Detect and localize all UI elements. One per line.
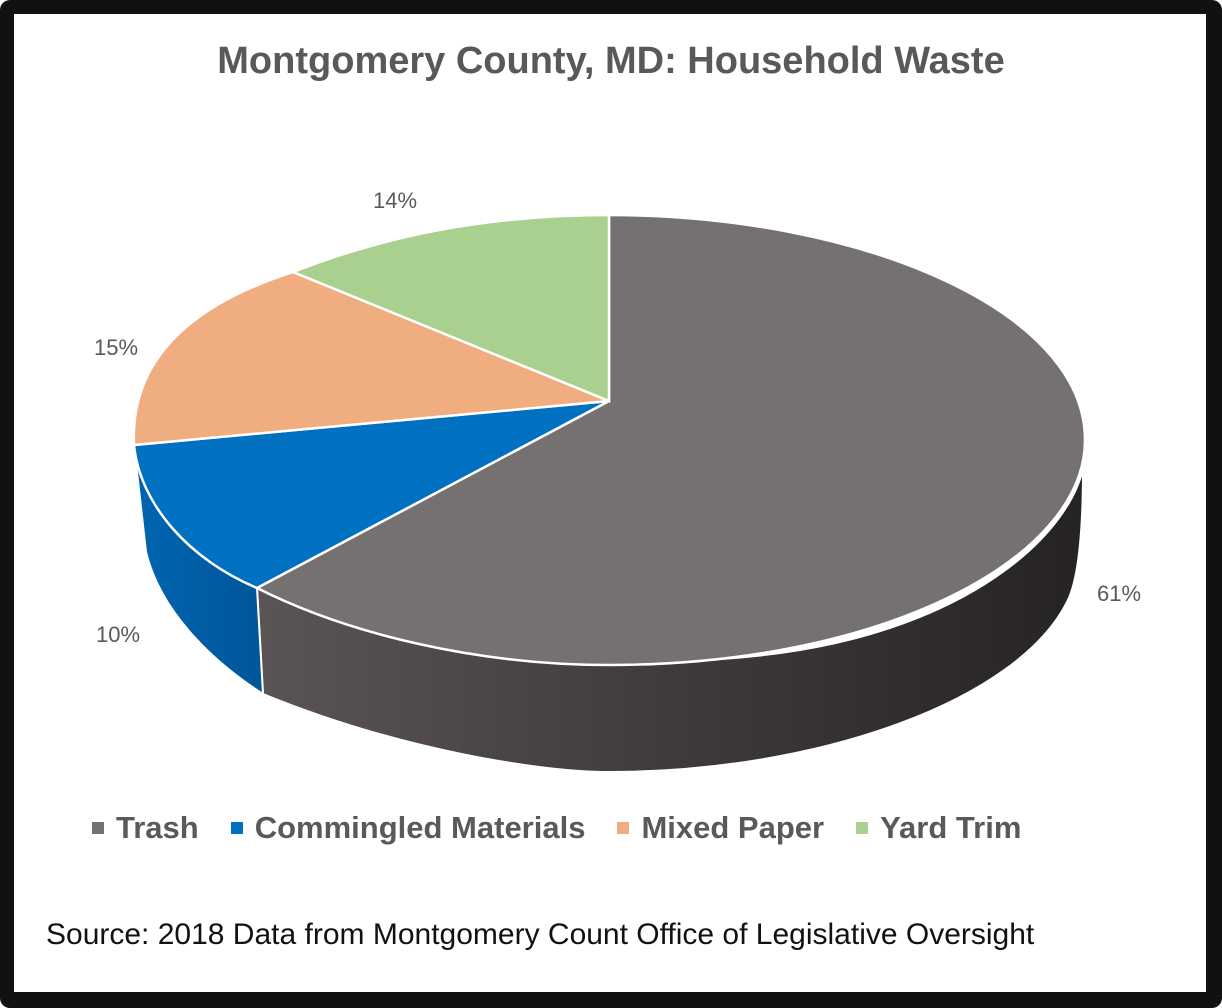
legend-item-commingled: Commingled Materials — [230, 810, 586, 846]
legend-item-paper: Mixed Paper — [617, 810, 824, 846]
data-label-yard: 14% — [373, 188, 418, 213]
chart-legend: Trash Commingled Materials Mixed Paper Y… — [92, 810, 1053, 846]
data-label-commingled: 10% — [96, 622, 141, 647]
legend-label: Commingled Materials — [254, 810, 586, 845]
legend-label: Yard Trim — [880, 810, 1022, 845]
legend-swatch-icon — [92, 822, 104, 834]
data-label-trash: 61% — [1097, 581, 1142, 606]
legend-swatch-icon — [856, 822, 869, 834]
slice-yard — [289, 213, 611, 403]
slice-paper — [132, 270, 610, 447]
slice-commingled — [132, 399, 610, 590]
source-note: Source: 2018 Data from Montgomery Count … — [46, 918, 1035, 951]
legend-item-trash: Trash — [92, 810, 199, 846]
data-label-paper: 15% — [94, 335, 139, 360]
slice-trash — [254, 213, 1087, 667]
legend-item-yard: Yard Trim — [856, 810, 1021, 846]
legend-swatch-icon — [617, 822, 630, 834]
legend-label: Trash — [116, 810, 199, 845]
chart-title: Montgomery County, MD: Household Waste — [217, 40, 1005, 82]
legend-label: Mixed Paper — [641, 810, 825, 845]
legend-swatch-icon — [230, 822, 243, 834]
